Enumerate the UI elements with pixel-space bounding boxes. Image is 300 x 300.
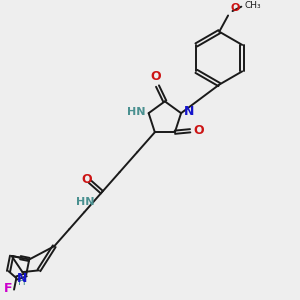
Text: O: O	[151, 70, 161, 83]
Text: O: O	[82, 173, 92, 186]
Text: N: N	[184, 105, 194, 118]
Text: H: H	[18, 278, 26, 287]
Text: F: F	[4, 282, 13, 295]
Text: HN: HN	[127, 107, 145, 117]
Text: O: O	[194, 124, 204, 137]
Text: N: N	[16, 272, 27, 285]
Text: O: O	[230, 3, 240, 13]
Text: CH₃: CH₃	[244, 1, 261, 10]
Text: HN: HN	[76, 197, 95, 207]
